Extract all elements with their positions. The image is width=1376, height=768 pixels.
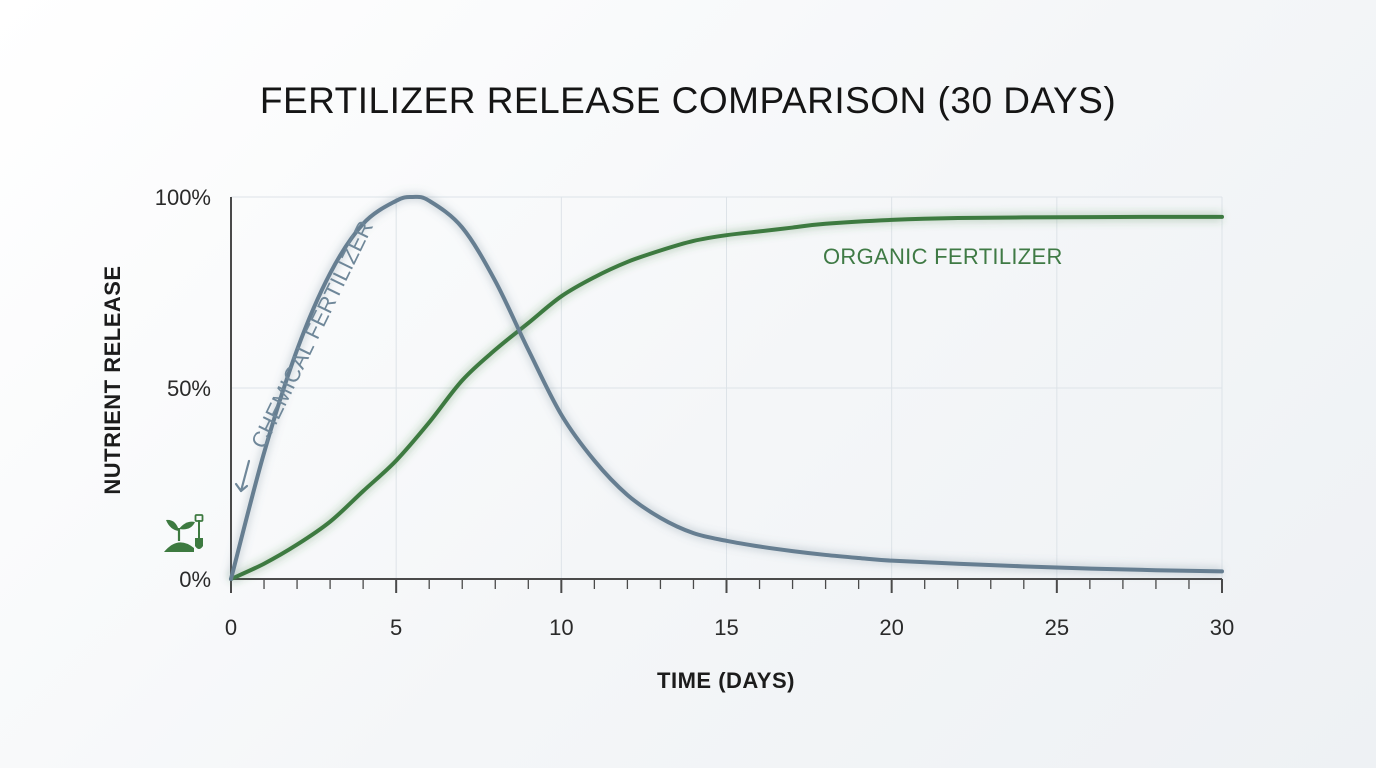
x-tick-label: 25 bbox=[1045, 615, 1069, 640]
x-tick-label: 5 bbox=[390, 615, 402, 640]
y-tick-label: 50% bbox=[167, 376, 211, 401]
series-line-chemical bbox=[229, 194, 1224, 581]
y-tick-label: 0% bbox=[179, 567, 211, 592]
x-tick-label: 15 bbox=[714, 615, 738, 640]
x-tick-label: 10 bbox=[549, 615, 573, 640]
chart-title: FERTILIZER RELEASE COMPARISON (30 DAYS) bbox=[260, 80, 1116, 121]
series-label-organic: ORGANIC FERTILIZER bbox=[823, 244, 1063, 269]
x-tick-label: 0 bbox=[225, 615, 237, 640]
x-tick-label: 30 bbox=[1210, 615, 1234, 640]
y-axis-title: NUTRIENT RELEASE bbox=[100, 265, 125, 494]
y-tick-label: 100% bbox=[155, 185, 211, 210]
x-axis-title: TIME (DAYS) bbox=[657, 668, 795, 693]
series-label-chemical: CHEMICAL FERTILIZER bbox=[246, 216, 378, 452]
series-line-organic bbox=[229, 214, 1224, 581]
axes bbox=[230, 197, 1223, 593]
series-lines bbox=[226, 192, 1224, 584]
sprout-with-shovel-icon bbox=[164, 514, 204, 552]
tick-labels: 0 5 10 15 20 25 30 0% 50% 100% bbox=[155, 185, 1235, 640]
x-tick-label: 20 bbox=[879, 615, 903, 640]
down-arrow-icon bbox=[234, 459, 251, 493]
grid bbox=[231, 196, 1223, 579]
